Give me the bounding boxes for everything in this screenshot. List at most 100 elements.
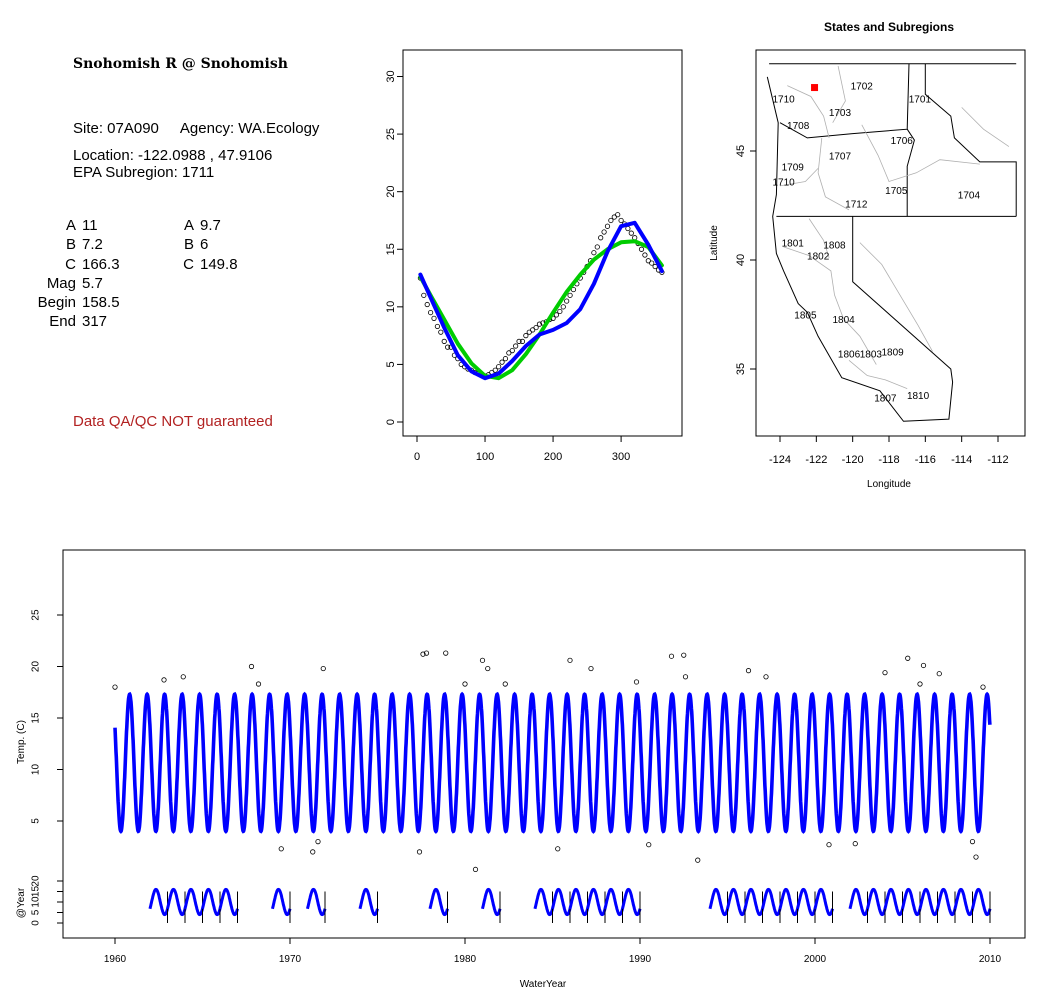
outlier-point — [310, 849, 316, 855]
x-tick-label: 200 — [544, 451, 562, 463]
annual-segment — [603, 887, 624, 917]
y-tick-label: 0 — [385, 419, 397, 425]
annual-segment — [726, 887, 747, 917]
data-point — [492, 367, 498, 373]
outlier-point — [502, 681, 508, 687]
temp-tick-label: 25 — [31, 609, 42, 621]
outlier-point — [112, 684, 118, 690]
data-point — [536, 321, 543, 327]
outlier-point — [161, 677, 167, 683]
temp-tick-label: 15 — [31, 712, 42, 724]
data-point — [564, 298, 570, 304]
lat-tick-label: 35 — [735, 363, 747, 375]
outlier-point — [973, 854, 979, 860]
outlier-point — [255, 681, 262, 687]
outlier-point — [695, 857, 701, 863]
annual-segment — [901, 887, 922, 917]
annual-segment — [218, 887, 239, 917]
epa-subregion: EPA Subregion: 1711 — [73, 164, 215, 181]
x-axis-label: WaterYear — [520, 979, 567, 990]
data-point — [431, 315, 437, 321]
subregion-boundary — [779, 168, 819, 187]
data-point — [428, 309, 434, 316]
outlier-point — [462, 681, 468, 687]
param-row: B 7.2 — [65, 236, 103, 254]
annual-segment — [708, 887, 729, 917]
subregion-label: 1801 — [782, 239, 805, 250]
subregion-label: 1705 — [885, 186, 908, 197]
outlier-point — [315, 838, 321, 845]
annual-segment — [621, 887, 642, 917]
data-point — [502, 356, 509, 362]
outlier-point — [420, 651, 426, 657]
annual-segment — [358, 887, 379, 917]
annual-segment — [953, 887, 974, 917]
subregion-label: 1805 — [794, 311, 817, 322]
annual-segment — [428, 887, 449, 917]
location: Location: -122.0988 , 47.9106 — [73, 147, 273, 164]
subregion-label: 1710 — [773, 178, 796, 189]
lon-tick-label: -120 — [842, 454, 864, 466]
subregion-label: 1807 — [874, 393, 897, 404]
data-point — [625, 225, 631, 232]
annual-segment — [201, 887, 222, 917]
outlier-point — [320, 665, 326, 672]
subregion-boundary — [817, 137, 850, 211]
lon-tick-label: -114 — [951, 454, 972, 466]
data-point — [618, 217, 624, 224]
subregion-boundary — [961, 107, 1010, 147]
year-tick-label: 2000 — [804, 954, 827, 965]
site-title: Snohomish R @ Snohomish — [73, 56, 288, 72]
data-point — [523, 333, 529, 339]
state-boundary — [906, 128, 915, 217]
annual-segment — [743, 887, 764, 917]
subregion-boundary — [861, 124, 980, 182]
outlier-point — [423, 650, 430, 656]
year-strip-tick-label: 10 — [31, 896, 42, 908]
year-tick-label: 1990 — [629, 954, 652, 965]
outlier-point — [278, 846, 284, 852]
data-point — [445, 344, 451, 350]
outlier-point — [180, 674, 186, 680]
outlier-point — [882, 670, 888, 676]
y-tick-label: 10 — [385, 301, 397, 313]
param-row: A 11 — [65, 217, 98, 234]
outlier-point — [443, 650, 449, 656]
lat-tick-label: 45 — [735, 145, 747, 157]
y-tick-label: 15 — [385, 243, 397, 255]
data-point — [560, 304, 566, 310]
y-tick-label: 25 — [385, 128, 397, 140]
year-tick-label: 1970 — [279, 954, 302, 965]
subregion-label: 1802 — [807, 252, 830, 263]
outlier-point — [555, 846, 561, 852]
data-point — [438, 329, 444, 335]
outlier-point — [248, 663, 255, 670]
data-point — [499, 359, 505, 365]
annual-segment — [778, 887, 799, 917]
subregion-label: 1701 — [909, 95, 932, 106]
data-point — [615, 212, 621, 218]
subregion-label: 1804 — [832, 315, 855, 326]
outlier-point — [485, 665, 491, 672]
outlier-point — [745, 668, 752, 674]
subregion-label: 1712 — [845, 199, 868, 210]
data-point — [553, 312, 560, 318]
outlier-point — [969, 838, 976, 845]
param-row: Begin 158.5 — [37, 294, 120, 312]
x-tick-label: 300 — [612, 451, 630, 463]
blue-fit-line — [418, 220, 664, 381]
site-marker — [811, 84, 819, 92]
outlier-point — [682, 674, 689, 680]
subregion-boundary — [832, 65, 846, 123]
data-point — [567, 292, 573, 298]
data-point — [570, 286, 577, 293]
annual-segment — [481, 887, 502, 917]
y-tick-label: 5 — [385, 361, 397, 367]
year-strip-tick-label: 15 — [31, 886, 42, 898]
annual-segment — [796, 887, 817, 917]
temperature-timeseries-chart: 1960 1970 1980 1990 2000 20105101520250510152… — [16, 549, 1026, 990]
subregion-label: 1810 — [907, 391, 930, 402]
y-tick-label: 30 — [385, 70, 397, 82]
annual-segment — [761, 887, 782, 917]
